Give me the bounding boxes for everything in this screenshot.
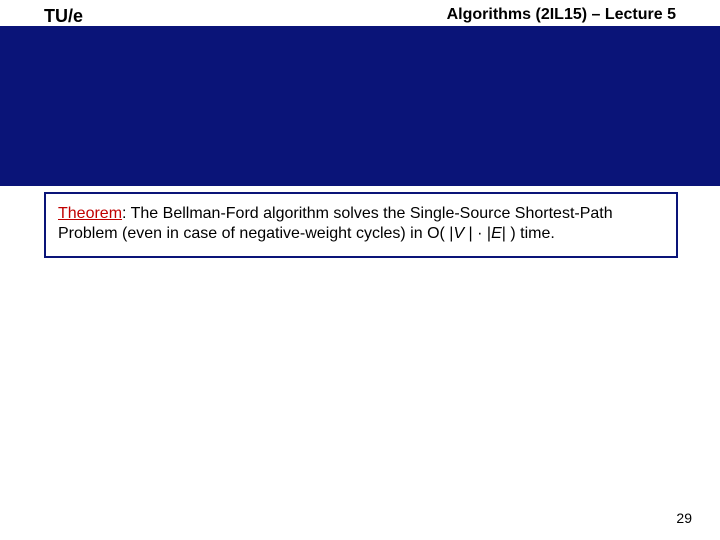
theorem-statement: Theorem: The Bellman-Ford algorithm solv…	[58, 205, 613, 242]
theorem-box: Theorem: The Bellman-Ford algorithm solv…	[44, 192, 678, 258]
header-course-title: Algorithms (2IL15) – Lecture 5	[447, 6, 676, 24]
theorem-label: Theorem	[58, 205, 122, 222]
page-number: 29	[676, 510, 692, 526]
header-institution: TU/e	[44, 6, 83, 27]
title-background-strip	[0, 26, 720, 186]
theorem-var-e: E	[491, 225, 502, 242]
theorem-body-2: | · |	[464, 225, 491, 242]
theorem-body-3: | ) time.	[502, 225, 555, 242]
theorem-var-v: V	[453, 225, 464, 242]
slide: TU/e Algorithms (2IL15) – Lecture 5 Theo…	[0, 0, 720, 540]
